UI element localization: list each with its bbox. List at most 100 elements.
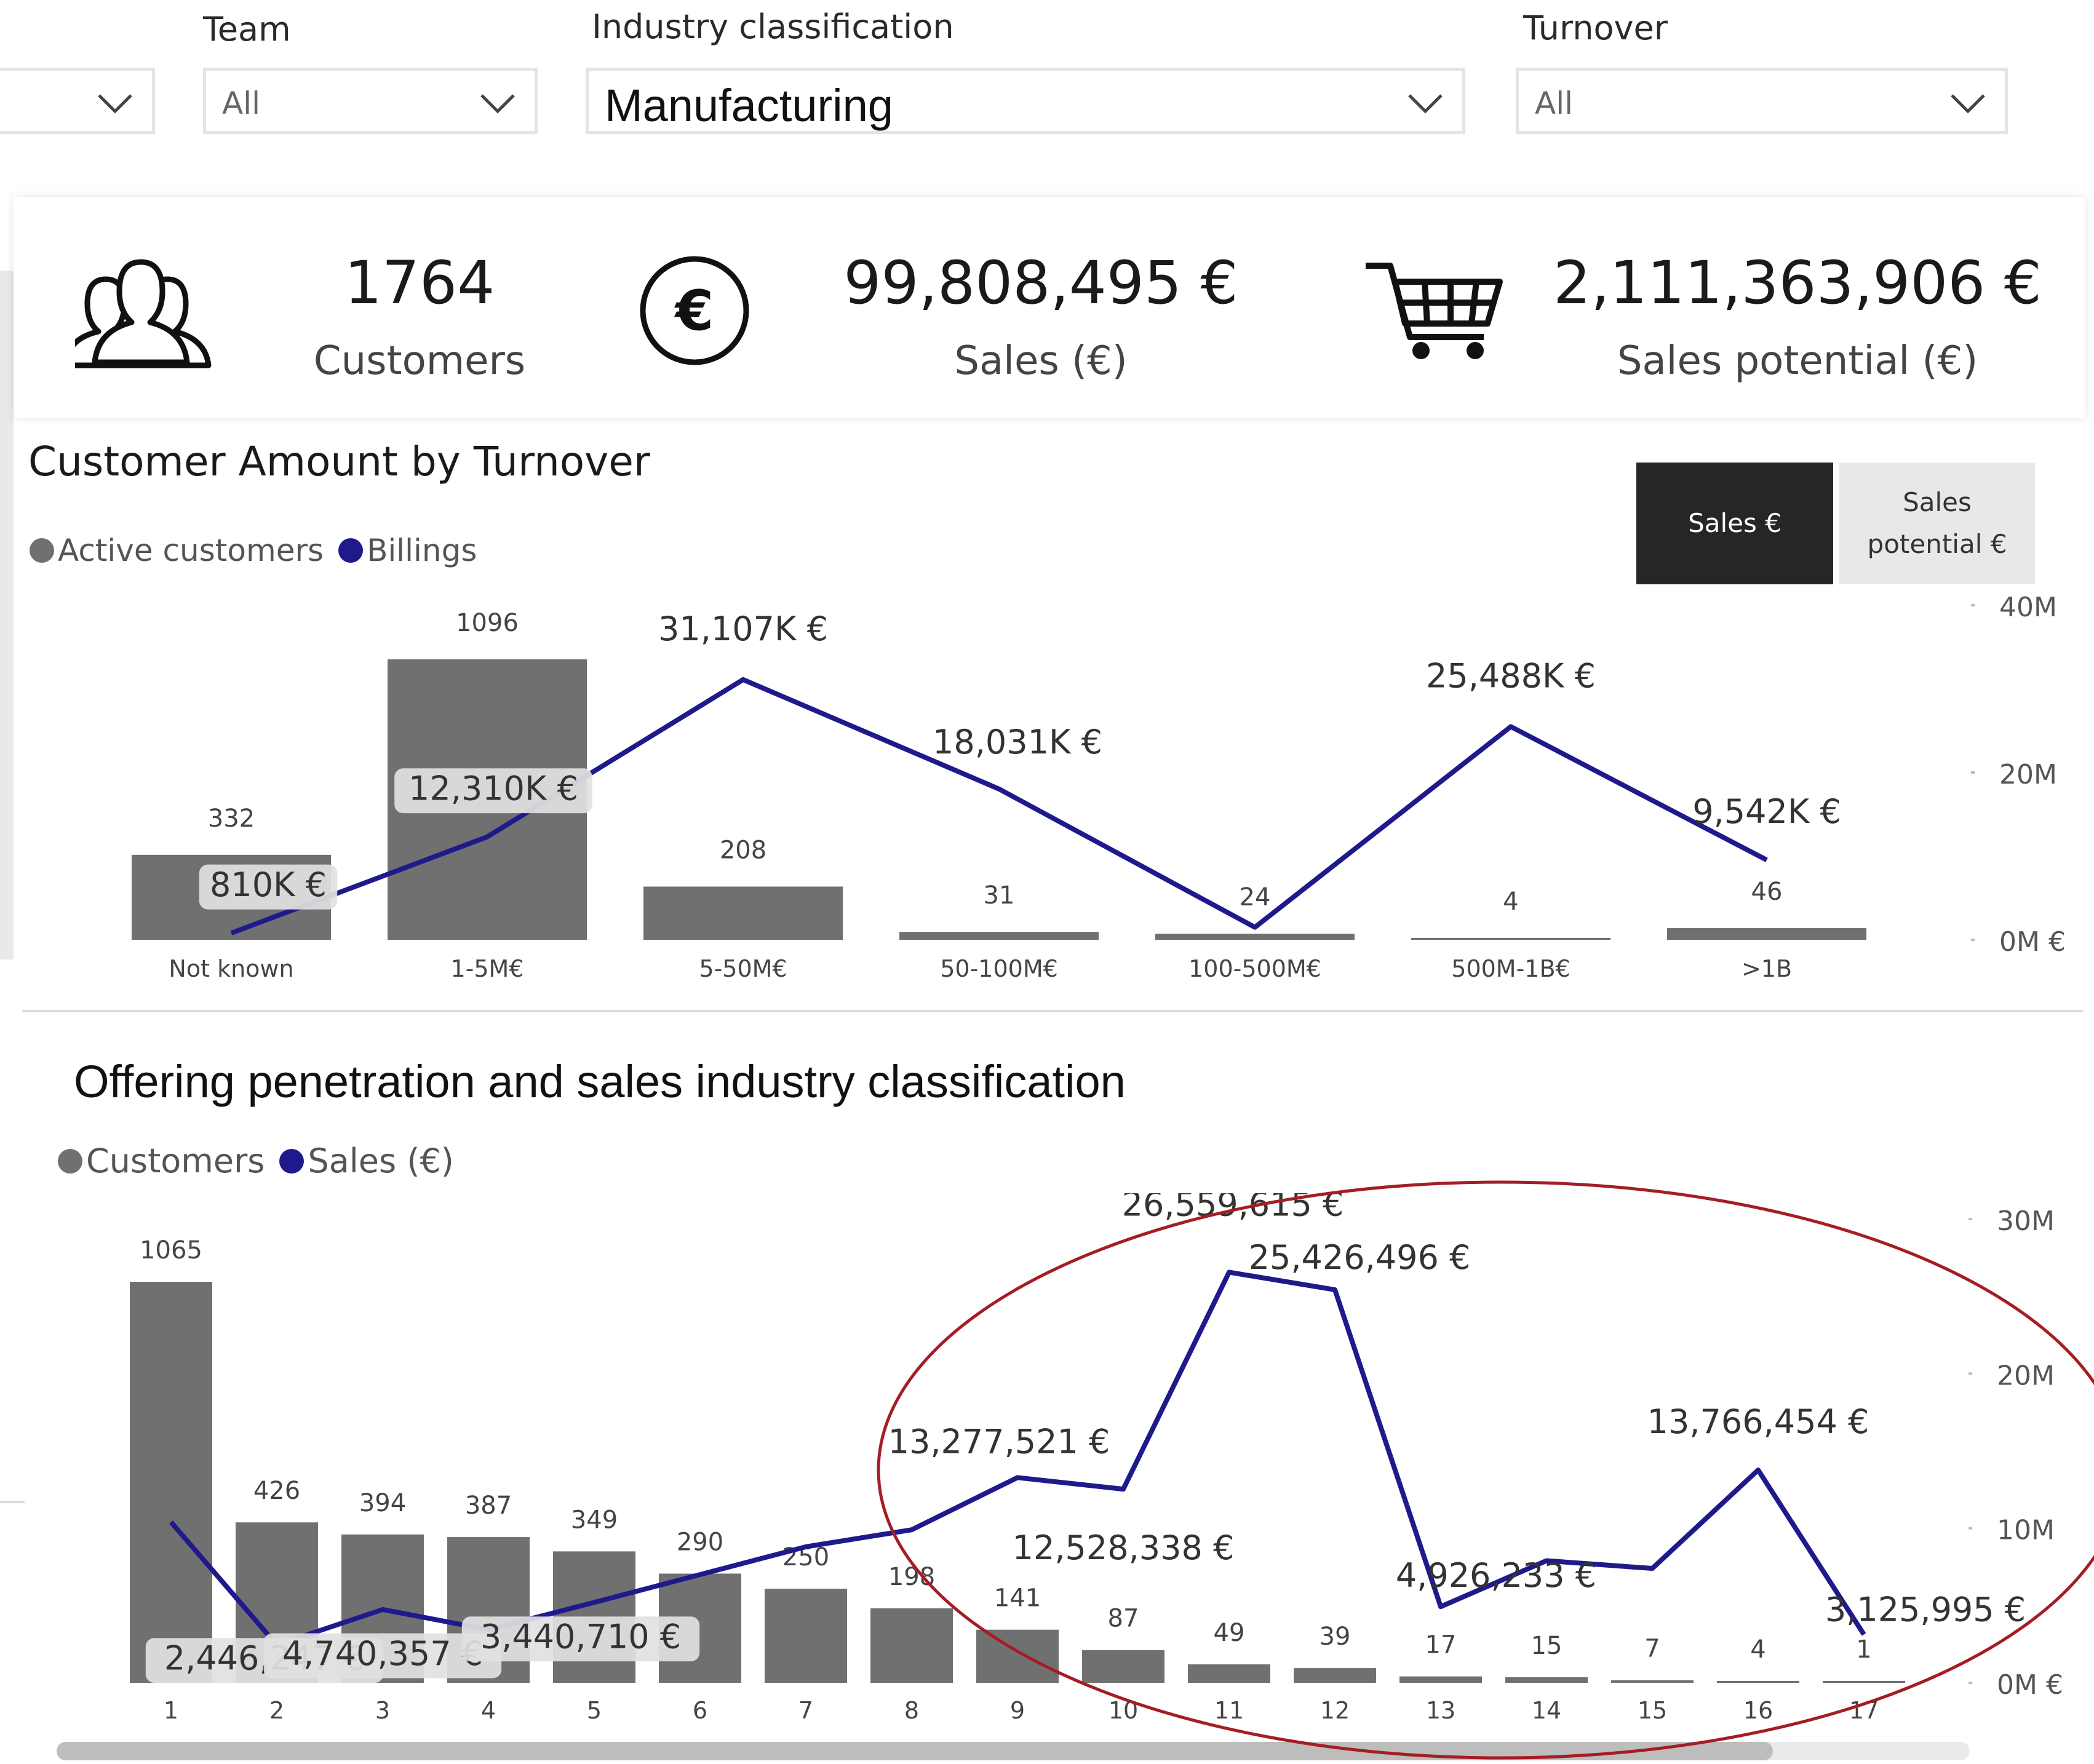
bar[interactable]	[1399, 1676, 1482, 1683]
legend-label: Active customers	[58, 533, 324, 568]
bar[interactable]	[899, 932, 1099, 940]
customers-kpi-value: 1764	[344, 248, 495, 317]
legend-item-active-customers[interactable]: Active customers	[30, 533, 324, 568]
legend-label: Customers	[86, 1142, 265, 1180]
category-tick-label: 16	[1743, 1697, 1773, 1724]
category-tick-label: 11	[1214, 1697, 1244, 1724]
category-tick-label: 5	[587, 1697, 602, 1724]
bar-data-label: 290	[677, 1528, 723, 1556]
filter-dropdown-0[interactable]	[0, 68, 155, 134]
filter-label-turnover: Turnover	[1523, 9, 1668, 47]
y2-tick-label: 30M	[1997, 1206, 2055, 1237]
data-label-background	[394, 768, 592, 814]
category-tick-label: 6	[693, 1697, 707, 1724]
bar-data-label: 87	[1108, 1605, 1139, 1633]
bar-data-label: 332	[208, 805, 255, 833]
chart1-title: Customer Amount by Turnover	[28, 438, 650, 485]
euro-icon: €	[640, 256, 749, 365]
kpi-card: 1764 Customers € 99,808,495 € Sales (€) …	[14, 197, 2085, 418]
category-tick-label: 1	[164, 1697, 178, 1724]
category-tick-label: Not known	[169, 955, 293, 982]
bar[interactable]	[1505, 1677, 1588, 1683]
turnover-chart: 332 Not known 1096 1-5M€ 208 5-50M€ 31 50-100M€…	[132, 592, 2066, 982]
chevron-down-icon	[1408, 94, 1443, 114]
bar[interactable]	[1188, 1664, 1270, 1683]
bar[interactable]	[976, 1629, 1059, 1683]
bar[interactable]	[643, 886, 843, 940]
sales-kpi-value: 99,808,495 €	[843, 248, 1238, 317]
category-tick-label: 12	[1320, 1697, 1350, 1724]
line-data-label: 25,426,496 €	[1249, 1238, 1471, 1277]
sales-potential-toggle-button[interactable]: Sales potential €	[1839, 463, 2035, 584]
bar-data-label: 387	[465, 1492, 512, 1520]
legend-item-billings[interactable]: Billings	[338, 533, 477, 568]
bar-data-label: 17	[1425, 1631, 1457, 1659]
bar[interactable]	[1294, 1668, 1376, 1683]
sales-potential-kpi-label: Sales potential (€)	[1617, 338, 1978, 384]
category-tick-label: 13	[1426, 1697, 1455, 1724]
category-tick-label: >1B	[1742, 955, 1792, 982]
line-data-label: 3,125,995 €	[1825, 1590, 2026, 1629]
team-dropdown[interactable]: All	[203, 68, 538, 134]
chevron-down-icon	[1951, 94, 1985, 114]
chevron-down-icon	[480, 94, 515, 114]
customers-kpi-label: Customers	[313, 338, 526, 384]
bar[interactable]	[765, 1588, 847, 1683]
bar-data-label: 46	[1751, 878, 1783, 906]
bar-data-label: 49	[1214, 1619, 1245, 1647]
y2-tick-label: 40M	[1999, 592, 2057, 623]
y2-tick-label: 0M €	[1999, 926, 2066, 958]
sales-toggle-button[interactable]: Sales €	[1636, 463, 1833, 584]
chart2-legend: Customers Sales (€)	[58, 1142, 469, 1180]
line-data-label: 4,740,357 €	[282, 1634, 483, 1673]
legend-item-customers[interactable]: Customers	[58, 1142, 265, 1180]
bar[interactable]	[1082, 1650, 1164, 1683]
bar[interactable]	[1155, 934, 1355, 940]
bar-data-label: 4	[1503, 888, 1518, 916]
line-data-label: 810K €	[210, 865, 327, 904]
turnover-value: All	[1535, 85, 1573, 121]
legend-label: Billings	[367, 533, 477, 568]
category-tick-label: 4	[481, 1697, 496, 1724]
legend-dot-icon	[58, 1148, 82, 1174]
bar-data-label: 141	[994, 1584, 1041, 1613]
filter-label-industry: Industry classification	[592, 7, 954, 46]
bar-data-label: 31	[984, 881, 1015, 910]
bar-data-label: 198	[888, 1563, 935, 1591]
bar[interactable]	[1611, 1680, 1694, 1683]
line-data-label: 13,277,521 €	[888, 1422, 1110, 1461]
legend-dot-icon	[30, 538, 54, 563]
axis-tick-mark	[1969, 1372, 1972, 1375]
chart2-title: Offering penetration and sales industry …	[74, 1056, 1126, 1107]
bar-data-label: 7	[1644, 1635, 1660, 1663]
page-scrollbar[interactable]	[0, 271, 14, 959]
category-tick-label: 15	[1638, 1697, 1667, 1724]
bar[interactable]	[1717, 1681, 1799, 1683]
bar[interactable]	[130, 1282, 212, 1683]
legend-item-sales[interactable]: Sales (€)	[279, 1142, 454, 1180]
category-tick-label: 50-100M€	[940, 955, 1058, 982]
industry-chart: 1065142623943387434952906250719881419871…	[130, 1193, 2063, 1724]
industry-dropdown[interactable]: Manufacturing	[586, 68, 1465, 134]
line-data-label: 31,107K €	[658, 610, 828, 648]
bar[interactable]	[1411, 938, 1610, 940]
filter-label-team: Team	[203, 10, 291, 49]
line-data-label: 13,766,454 €	[1647, 1402, 1869, 1441]
category-tick-label: 500M-1B€	[1451, 955, 1570, 982]
axis-tick-mark	[1969, 1527, 1972, 1530]
data-label-background	[263, 1633, 502, 1679]
bar[interactable]	[870, 1608, 953, 1683]
series-line[interactable]	[230, 677, 1768, 936]
bar-data-label: 15	[1531, 1632, 1563, 1660]
sales-potential-toggle-label-2: potential €	[1867, 529, 2007, 559]
line-data-label: 25,488K €	[1426, 656, 1596, 695]
bar[interactable]	[1667, 928, 1866, 940]
axis-tick-mark	[1969, 1218, 1972, 1220]
bar-data-label: 426	[253, 1477, 300, 1505]
bar[interactable]	[1823, 1681, 1905, 1683]
bar-data-label: 349	[571, 1506, 618, 1534]
turnover-dropdown[interactable]: All	[1516, 68, 2008, 134]
line-data-label: 9,542K €	[1692, 792, 1841, 831]
chart2-scrollbar-thumb[interactable]	[57, 1742, 1773, 1760]
category-tick-label: 10	[1109, 1697, 1138, 1724]
